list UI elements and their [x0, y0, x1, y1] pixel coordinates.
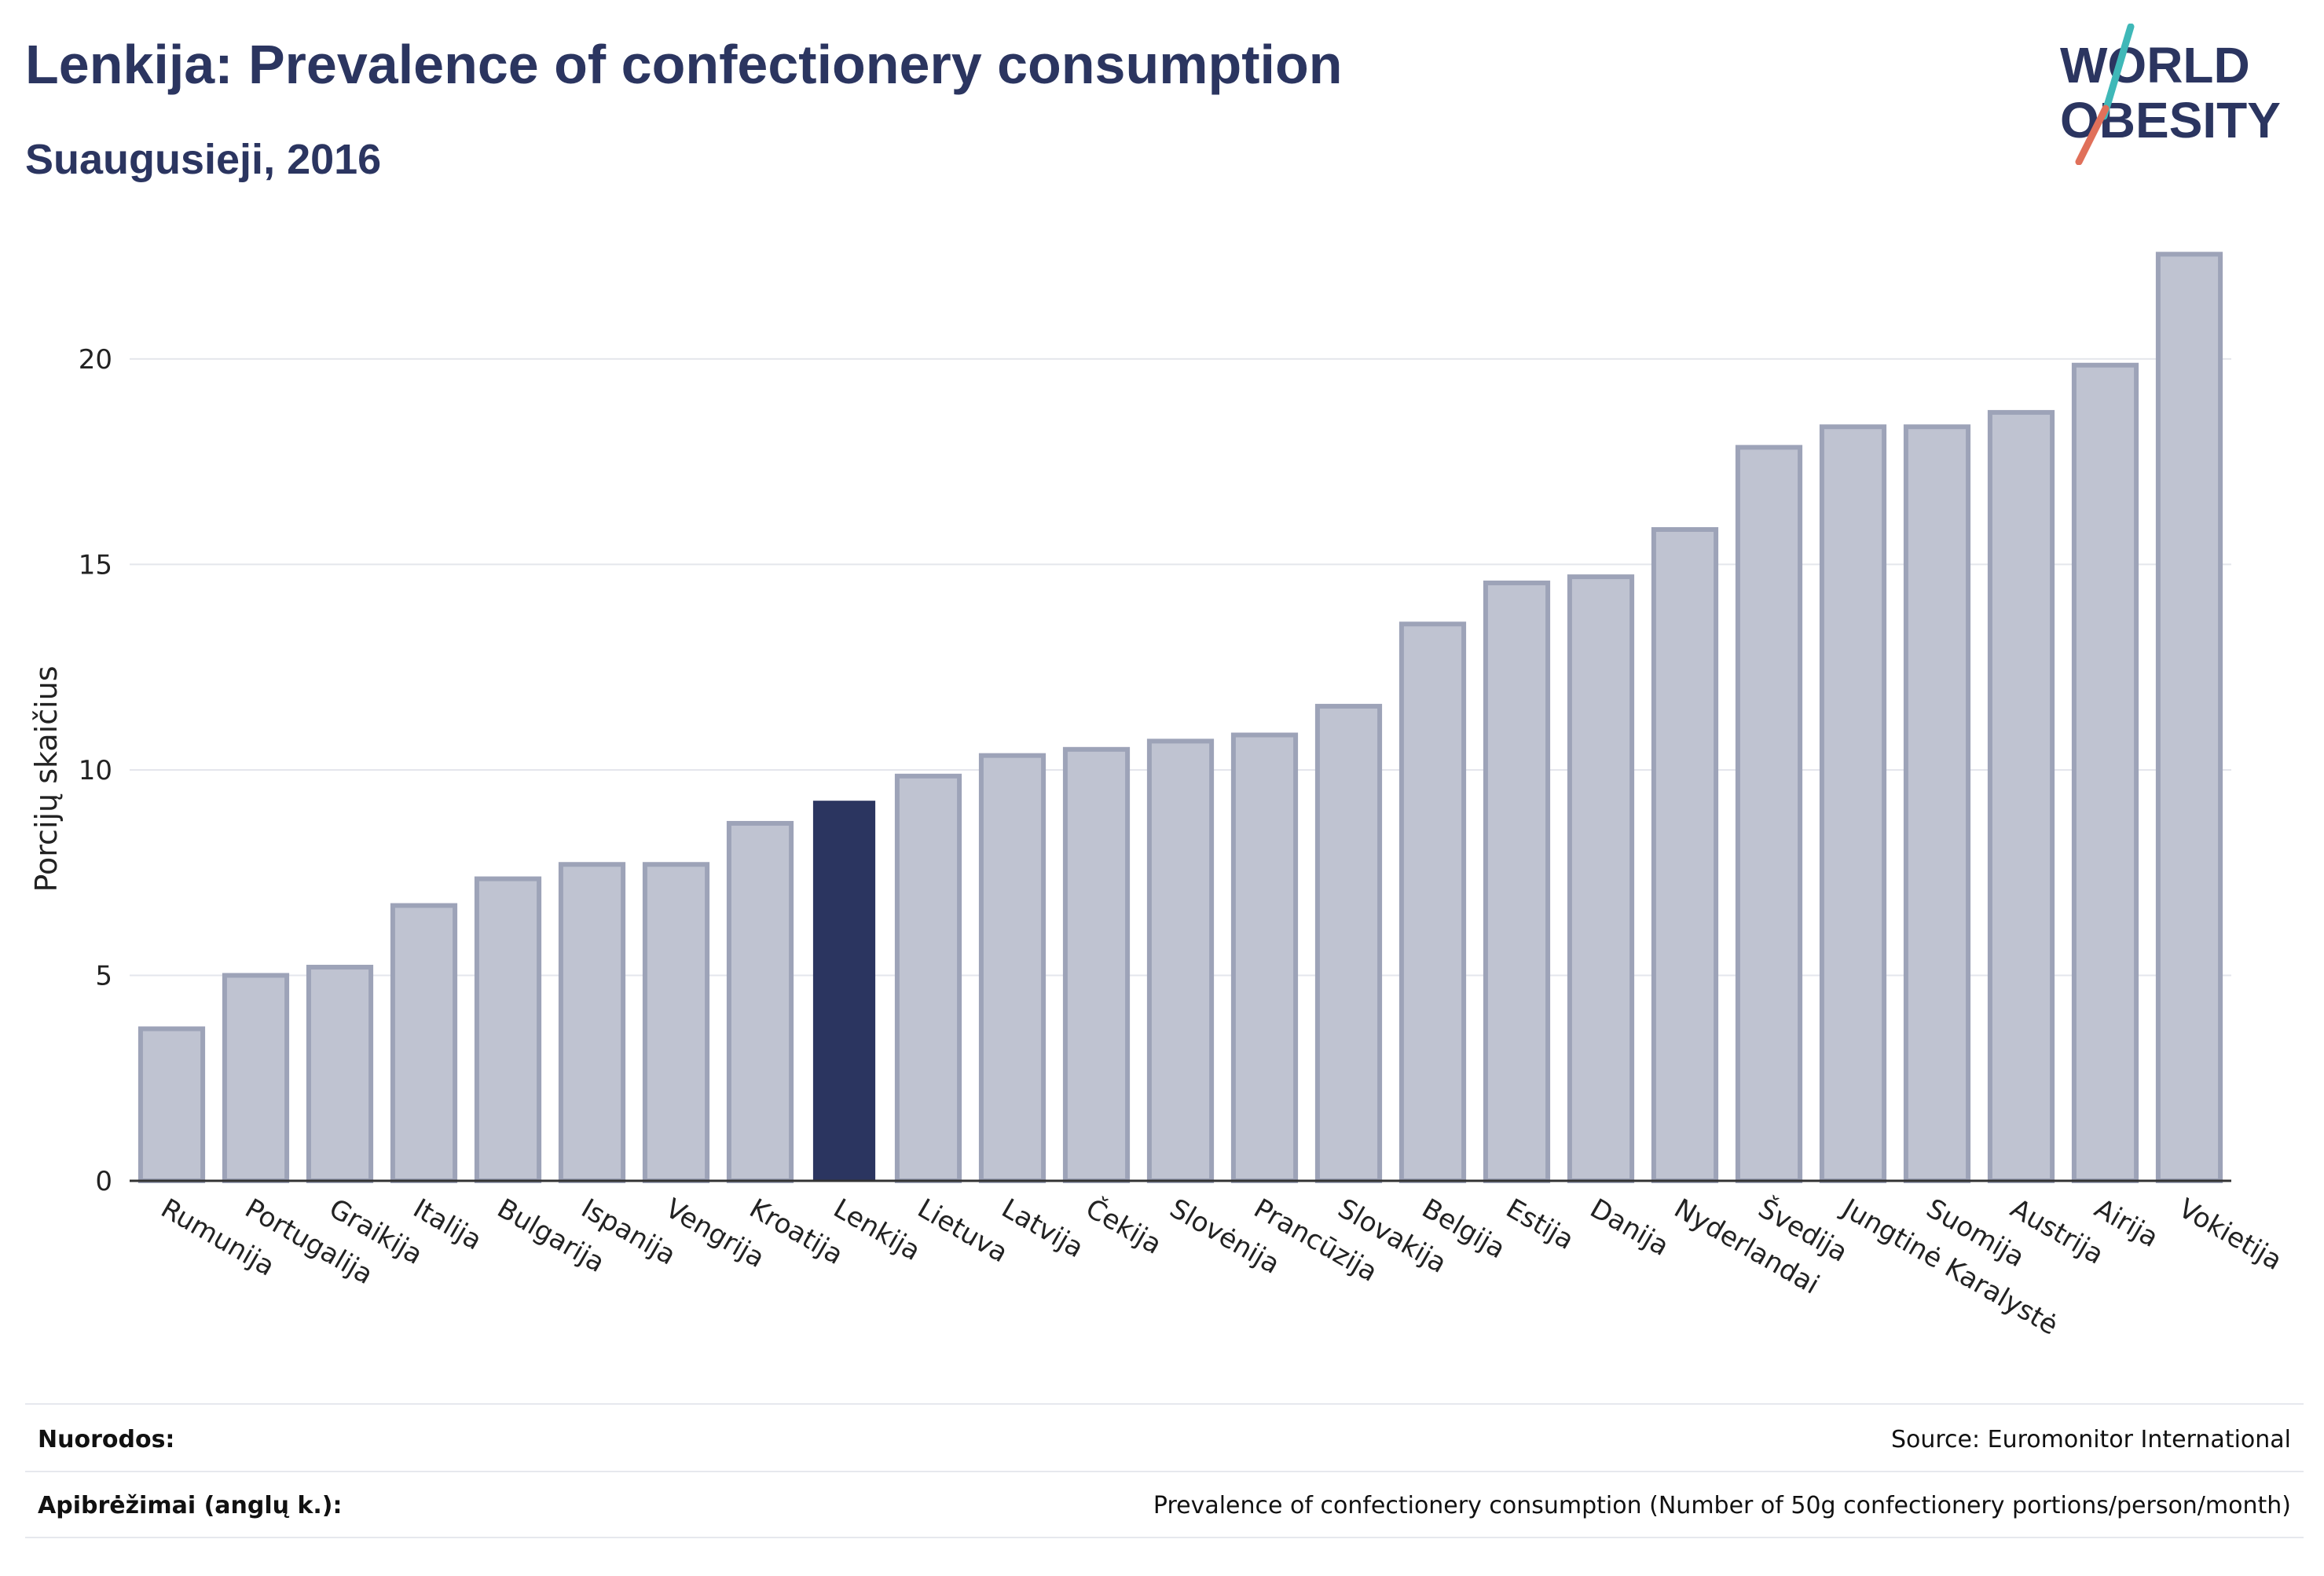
references-label: Nuorodos: — [38, 1425, 175, 1453]
page-subtitle: Suaugusieji, 2016 — [25, 136, 382, 183]
bar-Suomija — [1903, 424, 1971, 1183]
bar-Portugalija — [222, 973, 290, 1183]
y-tick-label: 5 — [95, 960, 112, 991]
bar-Jungtinė Karalystė — [1819, 424, 1887, 1183]
bar-Latvija — [978, 753, 1047, 1183]
bar-Bulgarija — [474, 876, 542, 1183]
bar-Slovėnija — [1146, 739, 1215, 1183]
definitions-value: Prevalence of confectionery consumption … — [1153, 1491, 2291, 1519]
definitions-label: Apibrėžimai (anglų k.): — [38, 1491, 343, 1519]
footer-divider-middle — [25, 1471, 2304, 1472]
bar-Vengrija — [642, 862, 710, 1183]
x-tick-label: Latvija — [996, 1193, 1089, 1264]
bar-Slovakija — [1314, 703, 1383, 1183]
bar-Danija — [1567, 574, 1635, 1183]
logo-slash-red — [2075, 104, 2110, 165]
y-tick-label: 0 — [95, 1166, 112, 1197]
footer-divider-bottom — [25, 1537, 2304, 1538]
x-tick-label: Čekija — [1080, 1192, 1167, 1261]
bar-Airija — [2071, 362, 2139, 1184]
bar-Kroatija — [726, 820, 794, 1183]
bar-Švedija — [1735, 445, 1803, 1183]
y-tick-label: 10 — [79, 755, 112, 786]
bar-Nyderlandai — [1651, 526, 1719, 1183]
x-tick-label: Lietuva — [912, 1193, 1013, 1269]
bar-Prancūzija — [1230, 732, 1299, 1183]
bar-Graikija — [306, 965, 374, 1183]
bar-Vokietija — [2155, 251, 2223, 1183]
logo-slash-teal — [2100, 24, 2135, 120]
footer-references-row: Nuorodos: Source: Euromonitor Internatio… — [25, 1406, 2304, 1472]
bar-Rumunija — [137, 1026, 206, 1183]
bar-Estija — [1483, 580, 1551, 1183]
references-value: Source: Euromonitor International — [1890, 1425, 2291, 1453]
y-tick-label: 15 — [79, 549, 112, 581]
bar-Belgija — [1398, 621, 1467, 1183]
bar-Lenkija — [812, 801, 876, 1181]
footer-divider-top — [25, 1403, 2304, 1405]
x-tick-label: Vokietija — [2173, 1193, 2287, 1277]
bar-Lietuva — [894, 773, 962, 1183]
footer-definitions-row: Apibrėžimai (anglų k.): Prevalence of co… — [25, 1472, 2304, 1538]
bar-Ispanija — [558, 862, 626, 1183]
bar-Italija — [390, 903, 458, 1184]
page-title: Lenkija: Prevalence of confectionery con… — [25, 34, 1343, 95]
y-axis-label: Porcijų skaičius — [29, 665, 64, 892]
bar-Čekija — [1062, 746, 1131, 1183]
y-tick-label: 20 — [79, 344, 112, 376]
x-tick-label: Lenkija — [828, 1193, 926, 1267]
world-obesity-logo: WORLD OBESITY — [2060, 24, 2281, 165]
logo-line1: WORLD — [2060, 37, 2250, 93]
x-tick-label: Estija — [1501, 1193, 1579, 1256]
bar-Austrija — [1987, 409, 2055, 1183]
x-tick-label: Danija — [1585, 1193, 1674, 1263]
